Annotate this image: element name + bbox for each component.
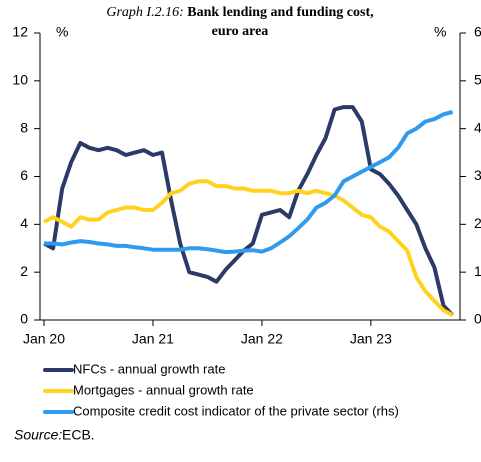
y-tick-label: 8 — [20, 119, 28, 135]
y-tick-label: 6 — [20, 167, 28, 183]
y2-tick-label: 6 — [474, 24, 481, 40]
y2-tick-label: 0 — [474, 311, 481, 327]
y-axis-label: % — [56, 24, 68, 40]
y-tick-label: 12 — [12, 24, 28, 40]
y2-tick-label: 1 — [474, 263, 481, 279]
x-tick-label: Jan 21 — [132, 331, 174, 347]
source: ECB. — [62, 427, 95, 443]
x-tick-label: Jan 23 — [350, 331, 392, 347]
legend-label: Mortgages - annual growth rate — [73, 382, 254, 397]
legend-label: NFCs - annual growth rate — [73, 361, 225, 376]
series-line — [43, 179, 454, 317]
title-text: Bank lending and funding cost, — [187, 5, 373, 20]
x-tick-label: Jan 22 — [241, 331, 283, 347]
chart-title: Graph I.2.16: Bank lending and funding c… — [106, 5, 373, 20]
y-tick-label: 2 — [20, 263, 28, 279]
legend-label: Composite credit cost indicator of the p… — [73, 403, 399, 418]
y2-axis-label: % — [434, 24, 446, 40]
y2-tick-label: 4 — [474, 119, 481, 135]
chart-title-2: euro area — [212, 24, 269, 39]
y-tick-label: 10 — [12, 72, 28, 88]
y-tick-label: 4 — [20, 215, 28, 231]
y2-tick-label: 3 — [474, 167, 481, 183]
title-label: Graph I.2.16: — [106, 5, 183, 20]
x-tick-label: Jan 20 — [23, 331, 65, 347]
y2-tick-label: 5 — [474, 72, 481, 88]
source-label: Source: — [14, 427, 62, 443]
series-line — [44, 109, 454, 255]
series-line — [43, 105, 455, 317]
y-tick-label: 0 — [20, 311, 28, 327]
y2-tick-label: 2 — [474, 215, 481, 231]
